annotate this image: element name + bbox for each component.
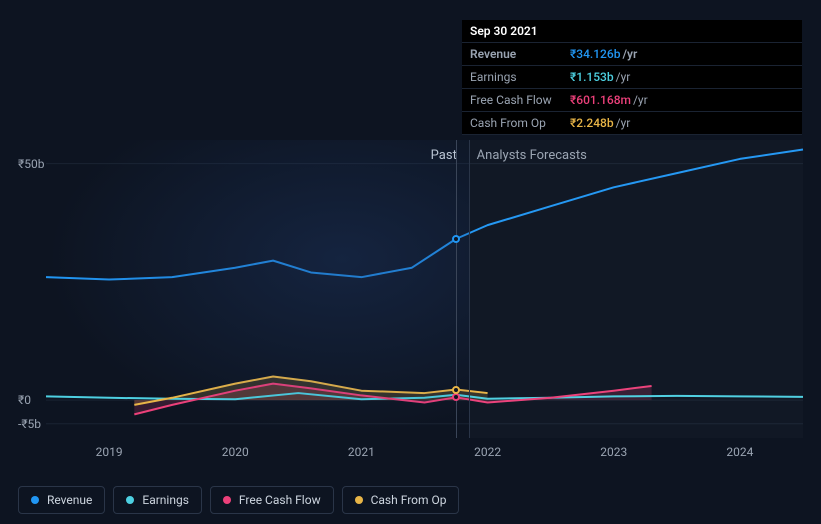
legend-label: Free Cash Flow xyxy=(239,493,321,507)
tooltip-row: Cash From Op₹2.248b /yr xyxy=(462,112,802,135)
tooltip-row: Free Cash Flow₹601.168m /yr xyxy=(462,89,802,112)
legend-dot-icon xyxy=(223,496,231,504)
legend-dot-icon xyxy=(126,496,134,504)
legend-dot-icon xyxy=(31,496,39,504)
x-axis-label: 2022 xyxy=(474,445,501,459)
tooltip: Sep 30 2021 Revenue₹34.126b /yrEarnings₹… xyxy=(462,20,802,135)
y-axis-label: ₹50b xyxy=(18,157,48,171)
x-axis: 2019 2020 2021 2022 2023 2024 xyxy=(18,445,803,465)
tooltip-row-value: ₹34.126b xyxy=(570,47,620,61)
past-region-glow xyxy=(46,140,469,438)
legend-item[interactable]: Cash From Op xyxy=(342,486,460,514)
legend-item[interactable]: Revenue xyxy=(18,486,105,514)
tooltip-row-value: ₹601.168m xyxy=(570,93,631,107)
legend-item[interactable]: Earnings xyxy=(113,486,202,514)
tooltip-date: Sep 30 2021 xyxy=(462,20,802,43)
tooltip-row-label: Cash From Op xyxy=(470,116,570,130)
legend-dot-icon xyxy=(355,496,363,504)
x-axis-label: 2020 xyxy=(222,445,249,459)
tooltip-row: Earnings₹1.153b /yr xyxy=(462,66,802,89)
x-axis-label: 2024 xyxy=(726,445,753,459)
series-marker xyxy=(452,235,460,243)
legend-label: Revenue xyxy=(47,493,92,507)
tooltip-row-suffix: /yr xyxy=(616,70,631,84)
tooltip-date-text: Sep 30 2021 xyxy=(470,24,538,38)
tooltip-row-suffix: /yr xyxy=(633,93,648,107)
x-axis-label: 2021 xyxy=(348,445,375,459)
legend: Revenue Earnings Free Cash Flow Cash From O… xyxy=(18,486,459,514)
financial-chart: Sep 30 2021 Revenue₹34.126b /yrEarnings₹… xyxy=(0,0,821,524)
series-marker xyxy=(452,393,460,401)
tooltip-row-value: ₹2.248b xyxy=(570,116,614,130)
tooltip-row-suffix: /yr xyxy=(622,47,637,61)
tooltip-row-suffix: /yr xyxy=(616,116,631,130)
legend-label: Earnings xyxy=(142,493,189,507)
legend-item[interactable]: Free Cash Flow xyxy=(210,486,334,514)
series-marker xyxy=(452,386,460,394)
x-axis-label: 2023 xyxy=(600,445,627,459)
tooltip-row: Revenue₹34.126b /yr xyxy=(462,43,802,66)
legend-label: Cash From Op xyxy=(371,493,447,507)
tooltip-row-label: Earnings xyxy=(470,70,570,84)
x-axis-label: 2019 xyxy=(96,445,123,459)
tooltip-row-label: Revenue xyxy=(470,47,570,61)
y-axis-label: ₹0 xyxy=(18,393,35,407)
past-forecast-divider xyxy=(469,140,470,438)
tooltip-row-label: Free Cash Flow xyxy=(470,93,570,107)
forecast-region xyxy=(469,140,803,438)
tooltip-row-value: ₹1.153b xyxy=(570,70,614,84)
y-axis-label: -₹5b xyxy=(18,417,45,431)
